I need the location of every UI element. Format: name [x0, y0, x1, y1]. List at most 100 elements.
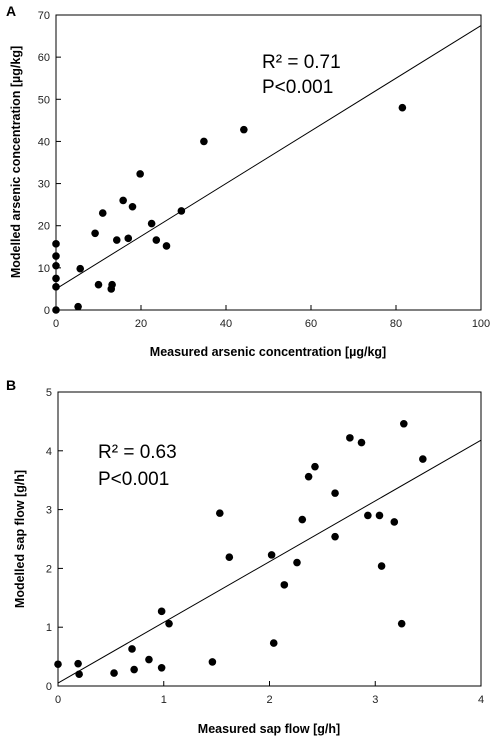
data-point	[177, 207, 186, 215]
x-tick-label: 80	[390, 318, 402, 330]
data-point	[52, 252, 60, 260]
y-tick-label: 3	[46, 505, 52, 517]
data-point	[128, 202, 137, 211]
data-point	[157, 607, 166, 616]
y-tick-label: 60	[38, 52, 50, 64]
x-tick-label: 100	[472, 318, 490, 330]
panel-b-points	[54, 419, 427, 679]
y-tick-label: 5	[46, 387, 52, 399]
data-point	[346, 434, 354, 442]
panel-a: A 0 10 20 30 40 50 60 70 0 20 40 60 80 100 R² = 0.71…	[6, 3, 490, 359]
panel-a-x-axis-label: Measured arsenic concentration [µg/kg]	[150, 345, 386, 359]
x-tick-label: 3	[372, 694, 378, 706]
data-point	[269, 639, 278, 647]
y-tick-label: 50	[38, 94, 50, 106]
data-point	[162, 242, 171, 250]
data-point	[331, 532, 339, 541]
data-point	[54, 660, 62, 669]
data-point	[52, 274, 60, 283]
panel-a-label: A	[6, 3, 16, 19]
panel-a-r2-annotation: R² = 0.71	[262, 52, 341, 73]
data-point	[304, 472, 313, 481]
data-point	[311, 462, 319, 471]
panel-a-trendline	[55, 25, 482, 290]
data-point	[128, 645, 136, 653]
data-point	[52, 261, 60, 270]
panel-a-y-axis-label: Modelled arsenic concentration [µg/kg]	[9, 46, 23, 278]
data-point	[377, 562, 386, 570]
panel-b-trendline	[57, 439, 482, 684]
data-point	[331, 489, 339, 497]
y-tick-label: 30	[38, 179, 50, 191]
data-point	[200, 137, 208, 146]
x-tick-label: 4	[478, 694, 484, 706]
panel-a-plot-frame	[55, 14, 482, 311]
y-tick-label: 40	[38, 136, 50, 148]
panel-b-x-axis-label: Measured sap flow [g/h]	[198, 722, 340, 736]
data-point	[130, 665, 138, 674]
data-point	[98, 209, 107, 217]
panel-a-points	[52, 103, 407, 314]
y-tick-label: 20	[38, 221, 50, 233]
data-point	[52, 306, 60, 314]
data-point	[147, 219, 156, 228]
panel-b: B 0 1 2 3 4 5 0 1 2 3 4 R² = 0.63 P<0.001 Measure…	[6, 377, 484, 736]
panel-b-r2-annotation: R² = 0.63	[98, 442, 177, 463]
x-tick-label: 0	[53, 318, 59, 330]
data-point	[75, 670, 83, 679]
data-point	[74, 302, 82, 311]
data-point	[225, 553, 234, 562]
x-tick-label: 60	[305, 318, 317, 330]
data-point	[157, 663, 166, 672]
data-point	[208, 658, 217, 666]
data-point	[280, 581, 289, 589]
y-tick-label: 70	[38, 10, 50, 22]
data-point	[357, 438, 366, 447]
y-tick-label: 2	[46, 563, 52, 575]
y-tick-label: 1	[46, 622, 52, 634]
data-point	[119, 196, 127, 205]
data-point	[74, 659, 82, 668]
panel-b-x-ticks: 0 1 2 3 4	[55, 681, 484, 706]
data-point	[215, 509, 224, 517]
panel-a-p-annotation: P<0.001	[262, 77, 333, 98]
data-point	[165, 619, 173, 628]
data-point	[52, 240, 60, 248]
y-tick-label: 0	[44, 305, 50, 317]
y-tick-label: 4	[46, 446, 52, 458]
data-point	[152, 236, 161, 244]
data-point	[76, 264, 85, 273]
panel-a-x-ticks: 0 20 40 60 80 100	[53, 305, 490, 330]
panel-b-label: B	[6, 377, 16, 393]
data-point	[112, 236, 121, 244]
data-point	[94, 280, 103, 289]
data-point	[397, 619, 406, 628]
data-point	[390, 518, 399, 526]
data-point	[298, 515, 307, 524]
data-point	[293, 558, 301, 567]
data-point	[267, 551, 276, 559]
panel-b-y-axis-label: Modelled sap flow [g/h]	[13, 470, 27, 608]
data-point	[419, 455, 427, 463]
panel-b-plot-frame	[57, 391, 482, 687]
data-point	[91, 229, 99, 238]
data-point	[398, 103, 407, 112]
data-point	[124, 234, 133, 243]
data-point	[375, 511, 384, 520]
data-point	[240, 125, 248, 134]
y-tick-label: 0	[46, 681, 52, 693]
x-tick-label: 20	[135, 318, 147, 330]
panel-a-y-ticks: 0 10 20 30 40 50 60 70	[38, 10, 61, 317]
data-point	[110, 669, 118, 677]
data-point	[364, 511, 372, 520]
data-point	[108, 280, 116, 289]
y-tick-label: 10	[38, 263, 50, 275]
panel-b-p-annotation: P<0.001	[98, 469, 169, 490]
data-point	[145, 655, 153, 664]
panel-b-y-ticks: 0 1 2 3 4 5	[46, 387, 63, 693]
x-tick-label: 40	[220, 318, 232, 330]
x-tick-label: 2	[266, 694, 272, 706]
data-point	[400, 419, 408, 428]
data-point	[136, 170, 144, 178]
